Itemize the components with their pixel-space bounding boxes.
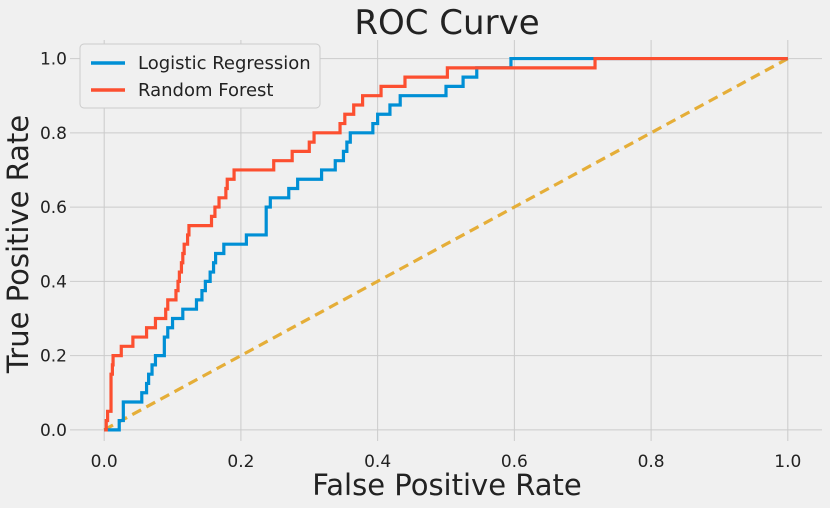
grid (70, 40, 822, 441)
chart-title: ROC Curve (354, 3, 539, 43)
y-tick-label: 0.4 (40, 272, 67, 292)
legend-label-logistic-regression: Logistic Regression (138, 53, 311, 74)
y-axis-label: True Positive Rate (1, 115, 35, 374)
legend-label-random-forest: Random Forest (138, 80, 273, 101)
x-axis-label: False Positive Rate (312, 468, 582, 502)
y-tick-label: 0.2 (40, 347, 67, 367)
y-tick-label: 1.0 (40, 50, 67, 70)
series-line-chance-diagonal (103, 57, 789, 432)
y-tick-label: 0.8 (40, 124, 67, 144)
series-layer (103, 56, 789, 432)
x-tick-label: 1.0 (774, 452, 801, 472)
legend: Logistic Regression Random Forest (79, 43, 321, 109)
x-tick-label: 0.6 (501, 452, 528, 472)
y-tick-label: 0.0 (40, 421, 67, 441)
legend-box (79, 43, 321, 109)
x-tick-label: 0.0 (91, 452, 118, 472)
tick-labels: 0.0 0.2 0.4 0.6 0.8 1.0 0.0 0.2 0.4 0.6 0.8 1.0 (40, 50, 801, 472)
y-tick-label: 0.6 (40, 198, 67, 218)
series-line-logistic-regression (104, 56, 788, 432)
x-tick-label: 0.2 (227, 452, 254, 472)
x-tick-label: 0.8 (638, 452, 665, 472)
x-tick-label: 0.4 (364, 452, 391, 472)
series-line-random-forest (104, 56, 788, 432)
